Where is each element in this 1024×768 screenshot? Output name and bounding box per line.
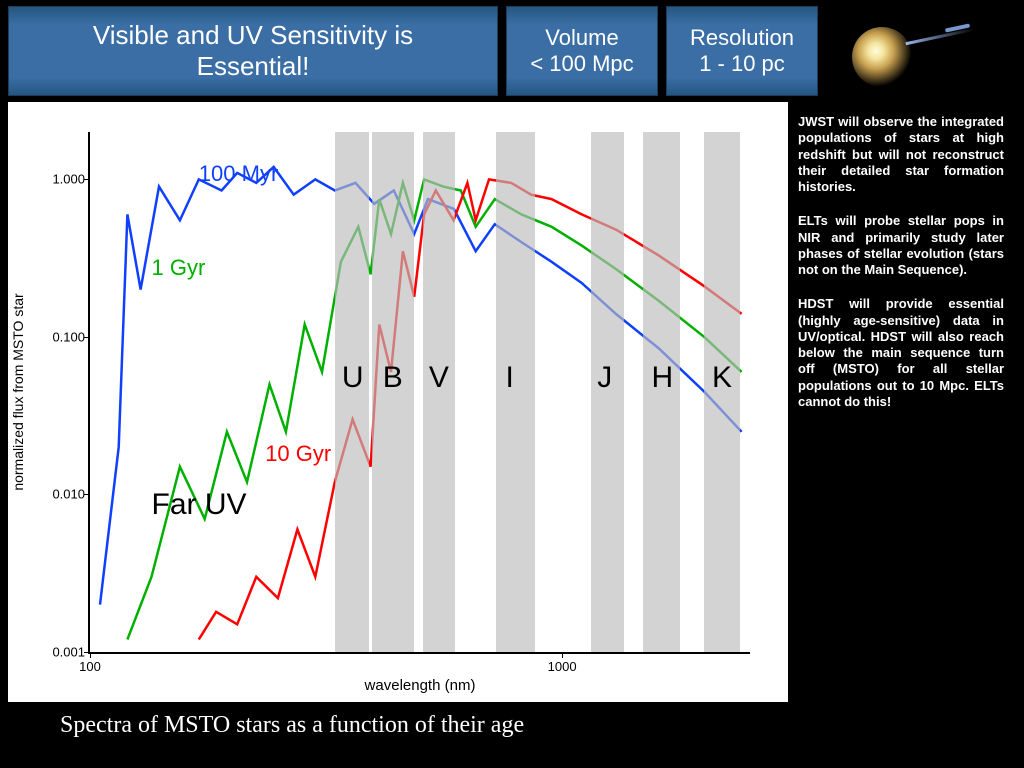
- plot-area: normalized flux from MSTO star wavelengt…: [88, 132, 750, 654]
- series-label-1gyr: 1 Gyr: [152, 255, 206, 281]
- far-uv-annotation: Far UV: [152, 488, 247, 522]
- spectrum-chart: normalized flux from MSTO star wavelengt…: [8, 102, 788, 702]
- resolution-line2: 1 - 10 pc: [667, 51, 817, 77]
- galaxy-jet-icon: [905, 28, 974, 45]
- series-label-100myr: 100 Myr: [199, 161, 278, 187]
- filter-band-label-i: I: [505, 361, 513, 395]
- commentary-elts: ELTs will probe stellar pops in NIR and …: [798, 213, 1004, 278]
- side-commentary: JWST will observe the integrated populat…: [798, 102, 1004, 702]
- y-tick-label: 0.010: [30, 487, 85, 502]
- filter-band-label-j: J: [597, 361, 612, 395]
- filter-band-label-h: H: [651, 361, 673, 395]
- filter-band-label-k: K: [712, 361, 732, 395]
- filter-band-label-v: V: [429, 361, 449, 395]
- slide-root: Visible and UV Sensitivity is Essential!…: [0, 0, 1024, 768]
- filter-band-label-u: U: [342, 361, 364, 395]
- resolution-line1: Resolution: [667, 25, 817, 51]
- resolution-box: Resolution 1 - 10 pc: [666, 6, 818, 96]
- title-line2: Essential!: [9, 51, 497, 82]
- volume-box: Volume < 100 Mpc: [506, 6, 658, 96]
- x-axis-label: wavelength (nm): [365, 677, 476, 694]
- figure-caption: Spectra of MSTO stars as a function of t…: [0, 702, 1024, 739]
- x-tick-label: 100: [79, 659, 101, 674]
- y-axis-label: normalized flux from MSTO star: [10, 293, 26, 490]
- commentary-hdst: HDST will provide essential (highly age-…: [798, 296, 1004, 410]
- commentary-jwst: JWST will observe the integrated populat…: [798, 114, 1004, 195]
- y-tick-label: 0.001: [30, 645, 85, 660]
- title-box: Visible and UV Sensitivity is Essential!: [8, 6, 498, 96]
- x-tick-label: 1000: [548, 659, 577, 674]
- series-label-10gyr: 10 Gyr: [265, 441, 331, 467]
- y-tick-label: 0.100: [30, 329, 85, 344]
- volume-line1: Volume: [507, 25, 657, 51]
- header-row: Visible and UV Sensitivity is Essential!…: [0, 0, 1024, 102]
- galaxy-thumbnail: [826, 6, 998, 96]
- y-tick-label: 1.000: [30, 172, 85, 187]
- volume-line2: < 100 Mpc: [507, 51, 657, 77]
- filter-band-label-b: B: [383, 361, 403, 395]
- filter-band-i: [496, 132, 535, 652]
- galaxy-glow-icon: [852, 27, 912, 87]
- title-line1: Visible and UV Sensitivity is: [9, 20, 497, 51]
- main-row: normalized flux from MSTO star wavelengt…: [0, 102, 1024, 702]
